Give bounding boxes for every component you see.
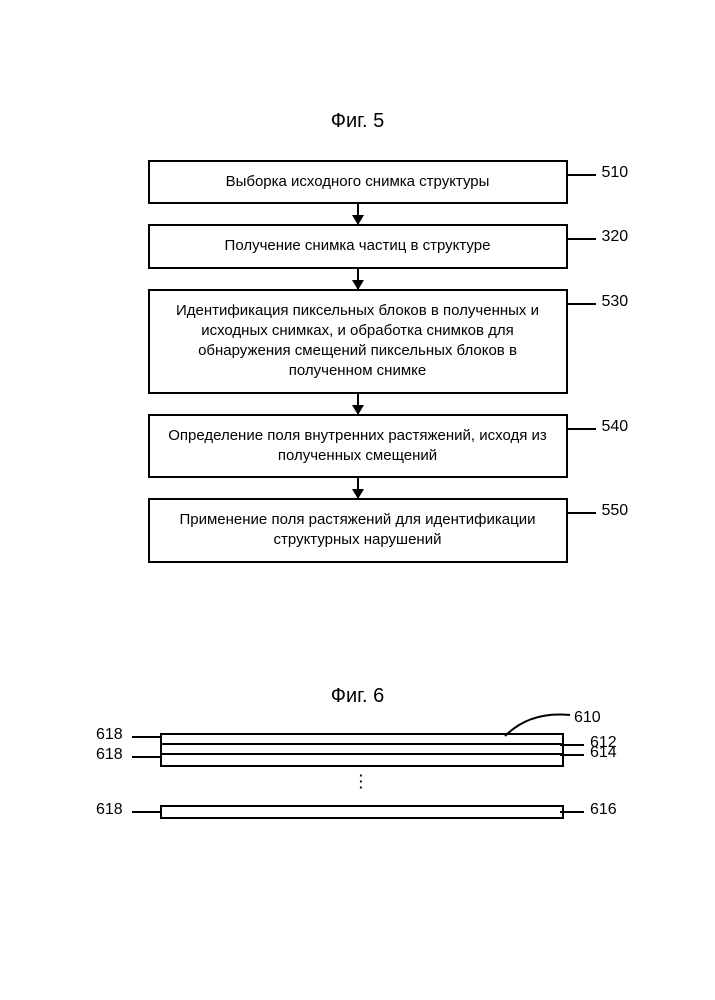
- fig6-ref-616: 616: [590, 801, 617, 819]
- fig5-ref-leader-2: [568, 238, 596, 240]
- fig5-ref-3: 530: [602, 293, 629, 311]
- fig5-ref-leader-4: [568, 428, 596, 430]
- fig5-arrow-2: [357, 269, 359, 289]
- fig5-ref-leader-1: [568, 174, 596, 176]
- fig6-ref-618c: 618: [96, 801, 123, 819]
- fig5-ref-leader-5: [568, 512, 596, 514]
- fig5-step-3: Идентификация пиксельных блоков в получе…: [148, 289, 568, 394]
- fig6-layer-bottom-1: [160, 805, 564, 819]
- fig6-leader-616: [560, 811, 584, 813]
- fig6-leader-618a: [132, 736, 160, 738]
- fig5-ref-4: 540: [602, 418, 629, 436]
- fig5-step-4: Определение поля внутренних растяжений, …: [148, 414, 568, 479]
- fig5-step-1: Выборка исходного снимка структуры: [148, 160, 568, 204]
- fig6-layer-top-3: [160, 753, 564, 767]
- fig5-arrow-3: [357, 394, 359, 414]
- fig5-step-5: Применение поля растяжений для идентифик…: [148, 498, 568, 563]
- fig6-ref-618a: 618: [96, 726, 123, 744]
- fig5-ref-leader-3: [568, 303, 596, 305]
- fig5-title: Фиг. 5: [0, 110, 715, 133]
- fig6-ref-610-pointer: [500, 711, 580, 741]
- fig6-leader-618b: [132, 756, 160, 758]
- fig6-title: Фиг. 6: [0, 685, 715, 708]
- fig5-ref-2: 320: [602, 228, 629, 246]
- fig6-ref-610: 610: [574, 709, 601, 727]
- fig5-ref-1: 510: [602, 164, 629, 182]
- fig6-leader-612: [560, 744, 584, 746]
- fig6-ref-614: 614: [590, 744, 617, 762]
- fig5-arrow-4: [357, 478, 359, 498]
- fig5-flowchart: Выборка исходного снимка структуры Получе…: [148, 160, 568, 563]
- fig6-ref-618b: 618: [96, 746, 123, 764]
- fig6-leader-618c: [132, 811, 160, 813]
- page: Фиг. 5 Выборка исходного снимка структур…: [0, 0, 715, 1000]
- fig6-vdots: ⋅⋅⋅: [358, 773, 364, 791]
- fig5-ref-5: 550: [602, 502, 629, 520]
- fig6-leader-614: [560, 754, 584, 756]
- fig5-step-2: Получение снимка частиц в структуре: [148, 224, 568, 268]
- fig5-arrow-1: [357, 204, 359, 224]
